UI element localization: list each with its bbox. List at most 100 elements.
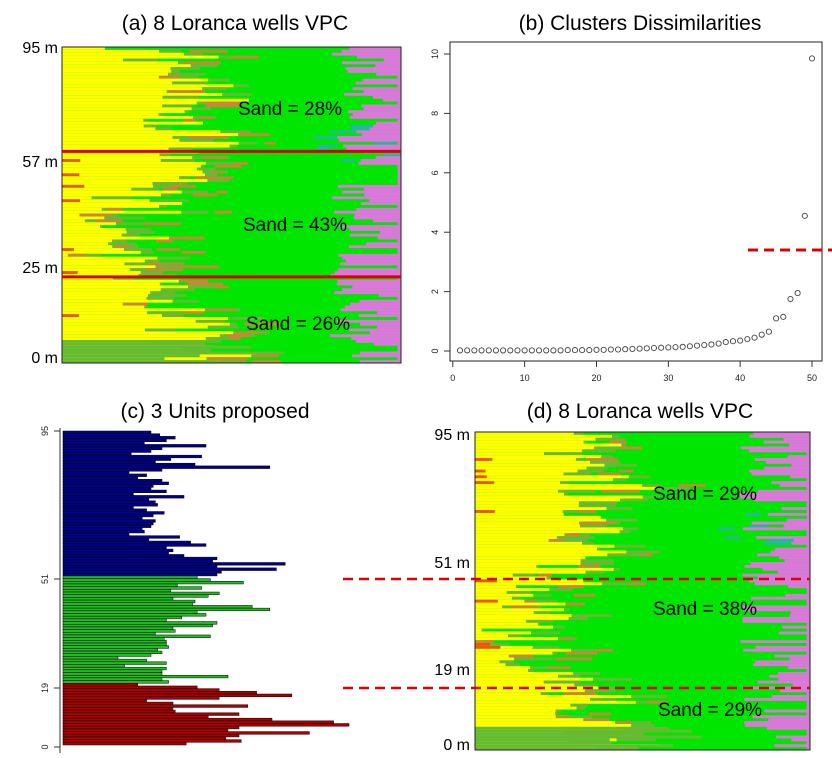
panel-c-bar <box>62 674 229 679</box>
facies-brown <box>216 190 228 195</box>
facies-yellow <box>62 314 163 318</box>
panel-c-bar <box>62 731 310 735</box>
facies-yellow <box>475 469 578 474</box>
panel-b-point <box>808 55 816 62</box>
facies-pink <box>748 579 810 583</box>
facies-yellow <box>62 282 160 287</box>
panel-c-bar <box>62 742 187 746</box>
facies-teal <box>351 127 370 131</box>
facies-olive-base <box>62 351 285 355</box>
facies-olive <box>101 207 112 212</box>
facies-brown <box>226 334 250 338</box>
facies-pink <box>342 144 401 149</box>
facies-orange <box>475 599 498 604</box>
panel-b-point <box>500 347 507 354</box>
facies-pink <box>383 58 401 62</box>
facies-olive <box>606 518 638 523</box>
facies-yellow <box>475 712 556 716</box>
facies-yellow <box>62 67 171 71</box>
facies-pink <box>751 521 810 526</box>
facies-pink <box>806 515 810 520</box>
facies-olive-base <box>475 735 703 740</box>
facies-yellow <box>475 562 581 566</box>
facies-olive <box>172 81 206 85</box>
panel-d-heatmap <box>475 432 810 750</box>
facies-yellow <box>62 222 117 226</box>
facies-pink <box>806 651 810 656</box>
facies-olive <box>578 504 617 508</box>
facies-olive <box>190 64 218 68</box>
facies-brown <box>187 282 223 287</box>
facies-pink <box>397 345 401 350</box>
facies-yellow <box>475 657 515 661</box>
facies-yellow <box>475 434 613 439</box>
facies-green <box>475 677 810 682</box>
facies-brown <box>251 354 280 358</box>
facies-pink <box>348 245 401 249</box>
facies-yellow <box>475 446 595 450</box>
facies-green <box>62 305 401 310</box>
facies-yellow <box>475 602 567 607</box>
facies-brown <box>608 440 627 445</box>
facies-green <box>475 669 810 673</box>
facies-green <box>475 449 810 453</box>
facies-yellow <box>62 325 208 330</box>
facies-green <box>475 437 810 442</box>
facies-brown <box>588 712 612 716</box>
facies-green <box>62 64 401 68</box>
facies-pink <box>806 452 810 456</box>
panel-c-bar <box>62 449 152 453</box>
facies-brown <box>204 308 237 312</box>
facies-brown <box>178 279 208 284</box>
facies-brown <box>508 654 534 659</box>
facies-pink <box>742 619 810 624</box>
panel-b-point <box>543 347 550 354</box>
facies-teal <box>373 141 396 146</box>
facies-olive <box>104 216 145 220</box>
facies-green <box>62 153 401 157</box>
panel-a-ytick-0: 0 m <box>31 350 58 367</box>
facies-yellow <box>62 72 169 77</box>
facies-pink <box>789 443 810 448</box>
facies-pink <box>369 331 401 335</box>
panel-c-bar <box>62 441 145 445</box>
panel-b-point <box>471 347 478 354</box>
facies-pink <box>380 230 401 235</box>
facies-green <box>475 481 810 485</box>
facies-pink <box>742 617 810 621</box>
facies-yellow <box>62 337 206 341</box>
facies-yellow <box>62 124 144 129</box>
panel-b-point <box>521 347 528 354</box>
panel-a-ytick-95: 95 m <box>22 40 58 57</box>
facies-pink <box>751 472 810 476</box>
facies-teal <box>318 144 339 149</box>
facies-yellow <box>62 161 206 166</box>
facies-pink <box>365 242 401 246</box>
facies-brown <box>619 469 634 474</box>
panel-c-bar <box>62 476 139 480</box>
facies-pink <box>363 187 401 192</box>
facies-olive <box>615 721 652 725</box>
facies-pink <box>785 593 810 598</box>
panel-b-title: (b) Clusters Dissimilarities <box>519 12 762 35</box>
facies-pink <box>774 547 810 552</box>
facies-green <box>62 256 401 261</box>
panel-b-point <box>629 345 636 352</box>
facies-brown <box>228 55 260 60</box>
facies-brown <box>188 49 228 54</box>
facies-green <box>62 268 401 272</box>
facies-yellow <box>62 184 154 189</box>
facies-pink <box>763 466 810 471</box>
facies-pink <box>783 437 810 442</box>
facies-olive <box>125 227 152 232</box>
panel-c-bar <box>62 720 334 724</box>
panel-b-point <box>737 337 744 344</box>
panel-d: (d) 8 Loranca wells VPC 95 m 51 m 19 m 0… <box>434 400 811 754</box>
facies-olive <box>613 567 621 572</box>
facies-yellow <box>62 250 141 255</box>
facies-teal <box>749 524 768 528</box>
panel-b-point <box>564 347 571 354</box>
facies-pink <box>792 683 810 687</box>
facies-green <box>62 319 401 324</box>
facies-brown <box>155 239 173 243</box>
